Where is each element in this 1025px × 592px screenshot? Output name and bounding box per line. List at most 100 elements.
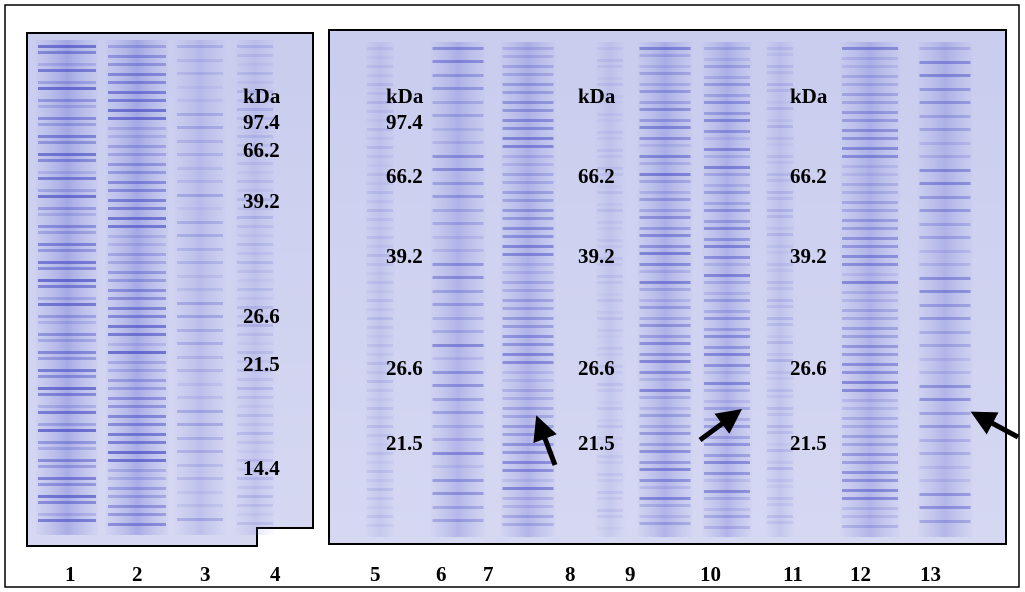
- band: [177, 140, 223, 143]
- band: [108, 487, 166, 490]
- band: [367, 281, 393, 284]
- band: [432, 438, 484, 441]
- band: [767, 395, 793, 398]
- band: [237, 198, 273, 201]
- lane-number: 12: [850, 562, 871, 586]
- band: [842, 317, 898, 320]
- lane: [840, 42, 900, 537]
- band: [237, 45, 273, 48]
- band: [237, 369, 273, 372]
- band: [919, 479, 971, 482]
- band: [237, 225, 273, 228]
- marker-label: kDa: [386, 84, 424, 108]
- band: [108, 495, 166, 498]
- band: [108, 153, 166, 156]
- band: [38, 321, 96, 324]
- band: [502, 73, 554, 76]
- band: [639, 389, 691, 392]
- band: [639, 155, 691, 158]
- band: [919, 250, 971, 253]
- band: [367, 362, 393, 365]
- band: [502, 325, 554, 328]
- band: [842, 255, 898, 258]
- band: [842, 237, 898, 240]
- band: [919, 169, 971, 172]
- band: [367, 272, 393, 275]
- band: [367, 182, 393, 185]
- band: [502, 173, 554, 176]
- band: [177, 315, 223, 318]
- band: [367, 398, 393, 401]
- band: [639, 335, 691, 338]
- band: [502, 353, 554, 356]
- band: [919, 317, 971, 320]
- band: [704, 191, 750, 194]
- band: [842, 47, 898, 50]
- band: [502, 65, 554, 68]
- band: [842, 227, 898, 230]
- lane: [175, 40, 225, 535]
- band: [597, 419, 623, 422]
- band: [704, 227, 750, 230]
- band: [108, 343, 166, 346]
- band: [639, 353, 691, 356]
- band: [502, 181, 554, 184]
- band: [38, 423, 96, 426]
- band: [767, 353, 793, 356]
- band: [704, 130, 750, 133]
- band: [108, 369, 166, 372]
- band: [639, 209, 691, 212]
- band: [639, 47, 691, 50]
- band: [432, 303, 484, 306]
- band: [767, 263, 793, 266]
- band: [367, 200, 393, 203]
- band: [432, 371, 484, 374]
- band: [919, 277, 971, 280]
- band: [502, 145, 554, 148]
- band: [367, 155, 393, 158]
- band: [704, 148, 750, 151]
- band: [432, 182, 484, 185]
- band: [767, 503, 793, 506]
- band: [597, 245, 623, 248]
- band: [639, 407, 691, 410]
- lane: [765, 42, 795, 537]
- band: [919, 439, 971, 442]
- band: [842, 65, 898, 68]
- band: [38, 87, 96, 90]
- band: [38, 249, 96, 252]
- band: [502, 289, 554, 292]
- band: [842, 191, 898, 194]
- arrow: [698, 409, 743, 443]
- band: [704, 425, 750, 428]
- band: [704, 436, 750, 439]
- band: [38, 171, 96, 174]
- band: [704, 166, 750, 169]
- band: [639, 173, 691, 176]
- band: [177, 59, 223, 62]
- band: [367, 56, 393, 59]
- band: [639, 468, 691, 471]
- band: [108, 397, 166, 400]
- band: [177, 410, 223, 413]
- band: [597, 527, 623, 530]
- band: [767, 227, 793, 230]
- band: [108, 207, 166, 210]
- band: [177, 450, 223, 453]
- band: [432, 249, 484, 252]
- band: [237, 99, 273, 102]
- band: [237, 351, 273, 354]
- gel-lanes: [36, 40, 973, 537]
- band: [38, 153, 96, 156]
- band: [432, 236, 484, 239]
- band: [842, 201, 898, 204]
- band: [639, 479, 691, 482]
- band: [704, 209, 750, 212]
- marker-label: 21.5: [243, 352, 280, 376]
- band: [597, 257, 623, 260]
- band: [502, 469, 554, 472]
- band: [767, 443, 793, 446]
- band: [237, 396, 273, 399]
- band: [108, 423, 166, 426]
